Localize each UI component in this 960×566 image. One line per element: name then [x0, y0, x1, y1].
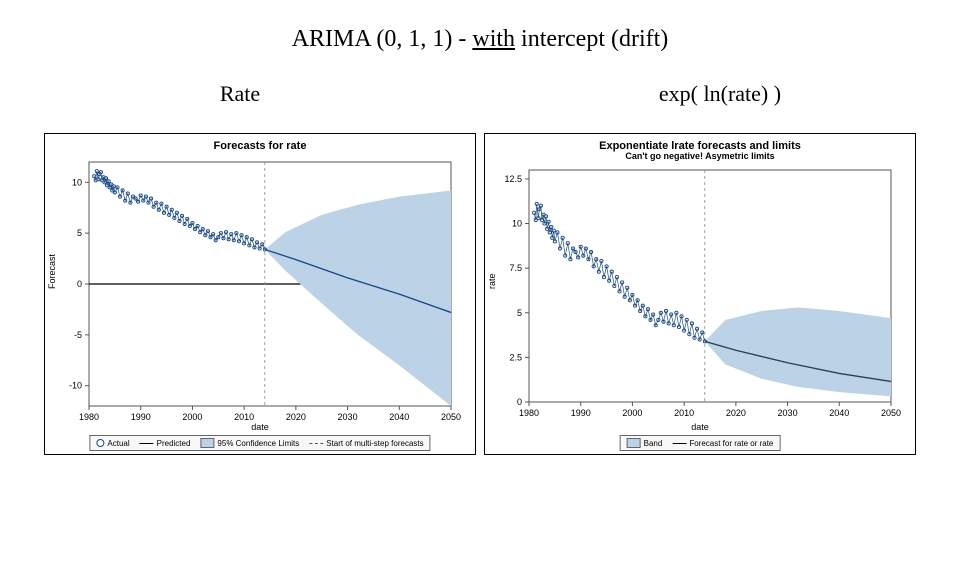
legend-label: Start of multi-step forecasts: [326, 439, 423, 448]
svg-text:2020: 2020: [726, 408, 746, 418]
title-post: intercept (drift): [515, 26, 668, 52]
x-axis-label: date: [691, 422, 709, 432]
legend-swatch: [672, 443, 686, 444]
legend-swatch: [96, 439, 104, 447]
legend-item: Start of multi-step forecasts: [309, 439, 423, 448]
svg-text:2030: 2030: [338, 412, 358, 422]
legend-swatch: [309, 443, 323, 444]
svg-text:5: 5: [77, 228, 82, 238]
svg-text:2.5: 2.5: [509, 352, 522, 362]
svg-text:2010: 2010: [674, 408, 694, 418]
legend-swatch: [627, 438, 641, 448]
x-axis-label: date: [251, 422, 269, 432]
svg-text:0: 0: [77, 279, 82, 289]
left-subtitle: Rate: [19, 81, 461, 107]
left-chart: Forecasts for rate-10-505101980199020002…: [44, 133, 476, 455]
svg-text:-5: -5: [74, 330, 82, 340]
legend-swatch: [200, 438, 214, 448]
legend-label: 95% Confidence Limits: [217, 439, 299, 448]
y-axis-label: rate: [487, 273, 497, 289]
legend: Actual Predicted 95% Confidence Limits Star…: [89, 435, 430, 451]
svg-text:2000: 2000: [182, 412, 202, 422]
svg-text:5: 5: [517, 308, 522, 318]
legend-item: 95% Confidence Limits: [200, 438, 299, 448]
svg-text:1990: 1990: [571, 408, 591, 418]
legend-label: Actual: [107, 439, 129, 448]
svg-text:12.5: 12.5: [504, 174, 522, 184]
legend-item: Predicted: [140, 439, 191, 448]
charts-row: Forecasts for rate-10-505101980199020002…: [0, 133, 960, 455]
svg-text:0: 0: [517, 397, 522, 407]
svg-text:2010: 2010: [234, 412, 254, 422]
legend-label: Predicted: [157, 439, 191, 448]
svg-text:-10: -10: [69, 381, 82, 391]
legend-label: Forecast for rate or rate: [689, 439, 773, 448]
page-title: ARIMA (0, 1, 1) - with intercept (drift): [0, 26, 960, 53]
svg-text:2050: 2050: [441, 412, 461, 422]
svg-text:2030: 2030: [778, 408, 798, 418]
legend-item: Forecast for rate or rate: [672, 439, 773, 448]
title-pre: ARIMA (0, 1, 1) -: [292, 26, 473, 52]
legend-item: Actual: [96, 439, 129, 448]
legend-label: Band: [644, 439, 663, 448]
svg-text:7.5: 7.5: [509, 263, 522, 273]
svg-text:1980: 1980: [519, 408, 539, 418]
legend-item: Band: [627, 438, 663, 448]
svg-text:10: 10: [512, 219, 522, 229]
svg-text:10: 10: [72, 177, 82, 187]
svg-text:1980: 1980: [79, 412, 99, 422]
legend: Band Forecast for rate or rate: [620, 435, 781, 451]
y-axis-label: Forecast: [47, 254, 57, 289]
svg-text:2040: 2040: [389, 412, 409, 422]
legend-swatch: [140, 443, 154, 444]
subtitle-row: Rate exp( ln(rate) ): [0, 81, 960, 107]
svg-text:2050: 2050: [881, 408, 901, 418]
right-chart: Exponentiate lrate forecasts and limitsC…: [484, 133, 916, 455]
svg-text:1990: 1990: [131, 412, 151, 422]
svg-text:2040: 2040: [829, 408, 849, 418]
svg-text:2000: 2000: [622, 408, 642, 418]
svg-text:2020: 2020: [286, 412, 306, 422]
right-subtitle: exp( ln(rate) ): [499, 81, 941, 107]
title-underline: with: [472, 26, 515, 52]
